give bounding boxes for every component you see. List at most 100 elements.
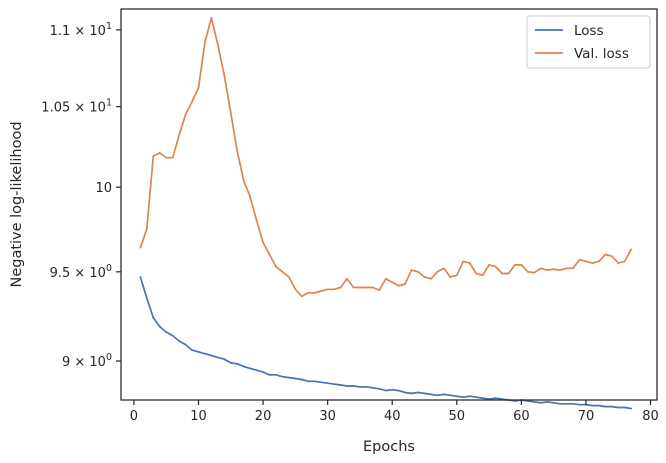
data-point-loss — [346, 385, 348, 387]
axes-frame — [120, 8, 658, 401]
data-point-loss — [171, 334, 174, 337]
data-point-loss — [139, 276, 142, 278]
data-point-val-loss — [339, 286, 342, 289]
data-point-loss — [604, 405, 607, 408]
data-point-val-loss — [145, 228, 148, 230]
data-point-loss — [326, 382, 329, 385]
data-point-val-loss — [404, 283, 407, 285]
data-point-val-loss — [449, 276, 452, 278]
data-point-loss — [449, 394, 452, 397]
data-point-val-loss — [630, 248, 633, 251]
data-point-loss — [494, 397, 497, 400]
data-point-loss — [410, 392, 413, 395]
data-point-loss — [617, 406, 620, 409]
x-tick-label: 20 — [255, 409, 272, 424]
data-point-val-loss — [436, 270, 439, 273]
data-point-val-loss — [597, 260, 600, 263]
data-point-val-loss — [423, 276, 426, 278]
data-point-loss — [216, 356, 219, 359]
data-point-loss — [262, 371, 264, 373]
y-axis-label: Negative log-likelihood — [9, 121, 25, 287]
y-tick-label: 9 × 100 — [62, 352, 112, 370]
legend: Loss Val. loss — [526, 15, 651, 69]
data-point-loss — [423, 392, 426, 395]
data-point-val-loss — [378, 289, 381, 292]
data-point-loss — [288, 376, 290, 379]
data-point-loss — [249, 367, 252, 370]
x-axis-label: Epochs — [363, 439, 415, 455]
data-point-loss — [442, 393, 445, 396]
data-point-val-loss — [514, 263, 516, 266]
data-point-val-loss — [184, 113, 187, 116]
data-point-val-loss — [320, 290, 323, 292]
x-tick-label: 40 — [384, 409, 401, 424]
data-point-val-loss — [501, 272, 503, 275]
data-point-val-loss — [229, 112, 232, 114]
data-point-loss — [572, 402, 574, 405]
data-point-val-loss — [475, 272, 478, 275]
data-point-loss — [610, 405, 613, 408]
data-point-loss — [339, 384, 342, 386]
data-point-val-loss — [281, 270, 284, 273]
data-point-val-loss — [533, 271, 536, 274]
data-point-loss — [294, 377, 297, 380]
y-tick-label: 1.05 × 101 — [41, 98, 112, 116]
data-point-loss — [223, 358, 226, 361]
data-point-loss — [352, 385, 355, 387]
data-point-val-loss — [546, 269, 549, 271]
data-point-loss — [178, 340, 181, 342]
data-point-loss — [552, 401, 555, 404]
data-point-val-loss — [610, 255, 613, 258]
data-point-val-loss — [442, 267, 445, 270]
data-point-loss — [197, 350, 200, 353]
data-point-val-loss — [552, 268, 555, 271]
data-point-loss — [475, 396, 478, 399]
data-point-val-loss — [326, 288, 329, 291]
data-point-loss — [455, 395, 458, 398]
data-point-val-loss — [197, 86, 200, 89]
data-point-loss — [204, 352, 206, 355]
data-point-loss — [546, 400, 549, 403]
data-point-val-loss — [158, 151, 161, 154]
data-point-loss — [152, 316, 155, 319]
data-point-val-loss — [462, 260, 465, 263]
y-tick-label: 9.5 × 100 — [50, 263, 112, 281]
data-point-loss — [481, 397, 484, 400]
data-point-loss — [236, 362, 239, 365]
data-point-loss — [210, 354, 213, 357]
data-point-loss — [359, 386, 361, 388]
x-tick-label: 70 — [578, 409, 595, 424]
data-point-val-loss — [572, 267, 574, 270]
data-point-val-loss — [559, 269, 562, 271]
data-point-loss — [229, 361, 232, 364]
data-point-loss — [391, 388, 394, 391]
data-point-loss — [281, 375, 284, 378]
data-point-loss — [462, 396, 465, 399]
data-point-val-loss — [526, 270, 529, 273]
x-tick-label: 0 — [130, 409, 138, 424]
legend-label-loss: Loss — [574, 23, 604, 39]
data-point-val-loss — [216, 44, 219, 46]
data-point-val-loss — [210, 17, 213, 19]
data-point-val-loss — [262, 241, 264, 244]
data-point-val-loss — [384, 277, 387, 280]
data-point-val-loss — [494, 265, 497, 268]
data-point-loss — [436, 394, 439, 397]
data-point-val-loss — [410, 269, 413, 271]
data-point-val-loss — [365, 286, 368, 289]
data-point-val-loss — [300, 295, 303, 298]
data-point-val-loss — [565, 267, 568, 270]
data-point-loss — [623, 406, 626, 409]
data-point-loss — [591, 404, 594, 407]
data-point-val-loss — [249, 196, 252, 198]
data-point-val-loss — [623, 260, 626, 263]
data-point-val-loss — [371, 286, 374, 289]
data-point-val-loss — [236, 150, 239, 153]
data-point-loss — [533, 400, 536, 403]
data-point-loss — [378, 387, 381, 390]
data-point-val-loss — [520, 263, 523, 266]
data-point-val-loss — [539, 267, 542, 270]
data-point-val-loss — [171, 156, 174, 159]
y-tick-label: 10 — [95, 181, 112, 196]
